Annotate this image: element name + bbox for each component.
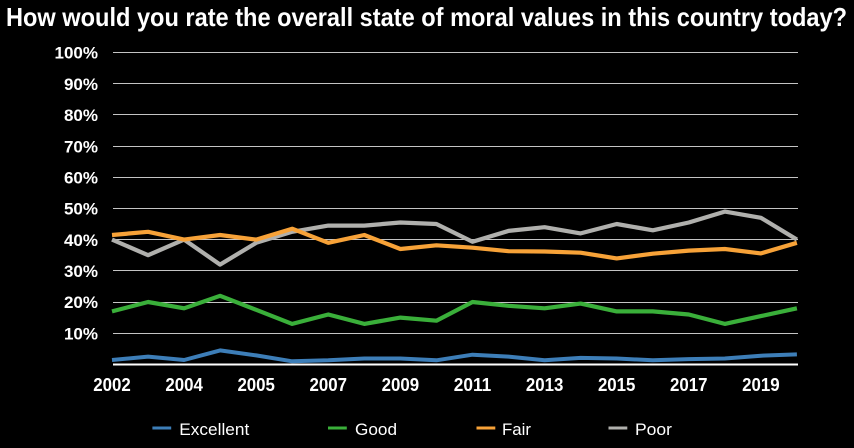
svg-text:2005: 2005 xyxy=(237,375,275,395)
svg-text:Poor: Poor xyxy=(635,420,672,439)
svg-text:10%: 10% xyxy=(64,324,98,343)
svg-text:Good: Good xyxy=(355,420,397,439)
svg-text:100%: 100% xyxy=(55,44,98,63)
svg-text:2009: 2009 xyxy=(382,375,420,395)
svg-text:50%: 50% xyxy=(64,200,98,219)
svg-text:2019: 2019 xyxy=(742,375,780,395)
svg-text:2004: 2004 xyxy=(165,375,203,395)
svg-text:How would you rate the overall: How would you rate the overall state of … xyxy=(6,2,847,32)
svg-text:2002: 2002 xyxy=(93,375,131,395)
svg-text:2017: 2017 xyxy=(670,375,708,395)
svg-text:2011: 2011 xyxy=(454,375,492,395)
svg-text:2015: 2015 xyxy=(598,375,636,395)
svg-text:80%: 80% xyxy=(64,106,98,125)
svg-text:20%: 20% xyxy=(64,293,98,312)
svg-text:60%: 60% xyxy=(64,169,98,188)
svg-text:Fair: Fair xyxy=(502,420,531,439)
svg-text:40%: 40% xyxy=(64,231,98,250)
svg-text:2013: 2013 xyxy=(526,375,564,395)
svg-text:30%: 30% xyxy=(64,262,98,281)
svg-text:2007: 2007 xyxy=(310,375,348,395)
svg-text:90%: 90% xyxy=(64,75,98,94)
svg-text:Excellent: Excellent xyxy=(179,420,249,439)
svg-text:70%: 70% xyxy=(64,137,98,156)
